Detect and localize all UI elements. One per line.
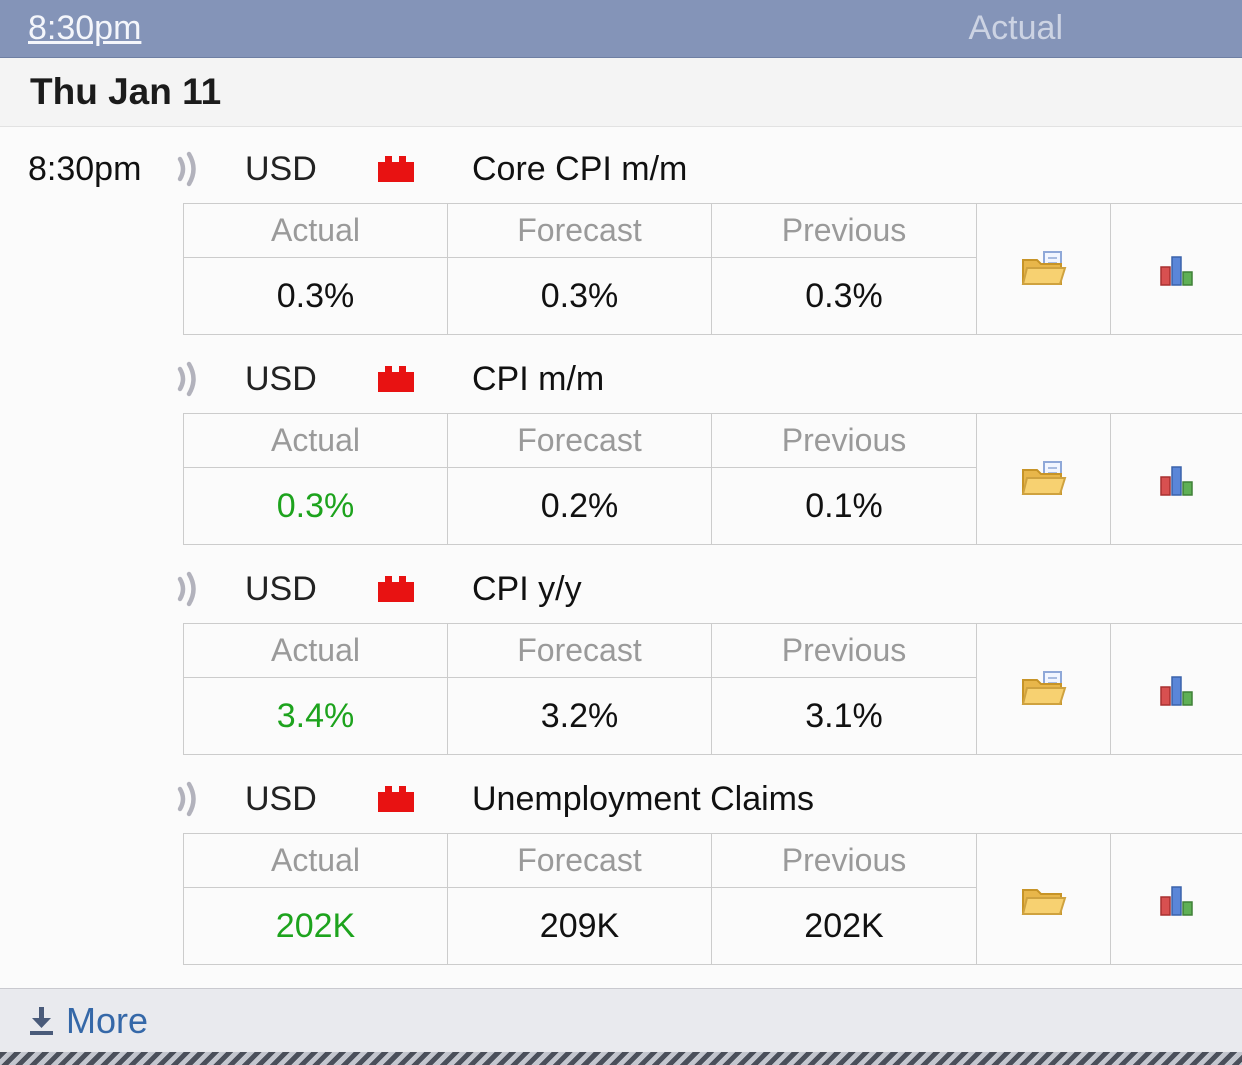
documents-button[interactable] (977, 414, 1111, 544)
column-header-previous: Previous (712, 624, 977, 678)
broadcast-icon (175, 569, 245, 609)
more-label: More (66, 999, 149, 1041)
event-row[interactable]: 8:30pm USD Core CPI m/m (0, 139, 1242, 199)
previous-value: 3.1% (712, 678, 977, 754)
previous-value: 202K (712, 888, 977, 964)
bar-chart-icon (1157, 881, 1197, 917)
column-header-previous: Previous (712, 834, 977, 888)
event-title: CPI y/y (472, 569, 582, 608)
chart-button[interactable] (1111, 624, 1242, 754)
event-row[interactable]: USD CPI y/y (0, 559, 1242, 619)
previous-value: 0.1% (712, 468, 977, 544)
column-header-forecast: Forecast (448, 834, 712, 888)
documents-button[interactable] (977, 834, 1111, 964)
event-block: 8:30pm USD Core CPI m/m Actual Forecast … (0, 139, 1242, 335)
column-header-actual: Actual (184, 204, 448, 258)
currency-label: USD (245, 569, 317, 608)
broadcast-icon (175, 779, 245, 819)
high-impact-icon (377, 785, 472, 813)
previous-value: 0.3% (712, 258, 977, 334)
high-impact-icon (377, 155, 472, 183)
folder-document-icon (1021, 670, 1067, 708)
folder-document-icon (1021, 460, 1067, 498)
event-title: CPI m/m (472, 359, 605, 398)
high-impact-icon (377, 365, 472, 393)
forecast-value: 3.2% (448, 678, 712, 754)
event-block: USD CPI y/y Actual Forecast Previous (0, 559, 1242, 755)
calendar-events: 8:30pm USD Core CPI m/m Actual Forecast … (0, 127, 1242, 988)
currency-label: USD (245, 149, 317, 188)
folder-document-icon (1021, 250, 1067, 288)
footer-bar: More (0, 988, 1242, 1052)
bar-chart-icon (1157, 251, 1197, 287)
column-header-forecast: Forecast (448, 414, 712, 468)
actual-value: 0.3% (184, 258, 448, 334)
time-link[interactable]: 8:30pm (28, 9, 142, 47)
event-title: Unemployment Claims (472, 779, 814, 818)
chart-button[interactable] (1111, 414, 1242, 544)
column-header-actual: Actual (184, 834, 448, 888)
event-title: Core CPI m/m (472, 149, 688, 188)
date-header: Thu Jan 11 (0, 58, 1242, 127)
column-header-previous: Previous (712, 414, 977, 468)
broadcast-icon (175, 149, 245, 189)
high-impact-icon (377, 575, 472, 603)
top-bar: 8:30pm Actual (0, 0, 1242, 58)
event-data-table: Actual Forecast Previous 202K 209K (183, 833, 1242, 965)
folder-icon (1021, 880, 1067, 918)
more-button[interactable]: More (26, 1000, 148, 1042)
actual-value: 3.4% (184, 678, 448, 754)
date-label: Thu Jan 11 (30, 71, 222, 112)
currency-label: USD (245, 779, 317, 818)
download-icon (26, 1006, 56, 1036)
forecast-value: 0.3% (448, 258, 712, 334)
broadcast-icon (175, 359, 245, 399)
documents-button[interactable] (977, 624, 1111, 754)
chart-button[interactable] (1111, 204, 1242, 334)
documents-button[interactable] (977, 204, 1111, 334)
event-block: USD CPI m/m Actual Forecast Previous (0, 349, 1242, 545)
event-row[interactable]: USD Unemployment Claims (0, 769, 1242, 829)
page-bottom-stripes (0, 1052, 1242, 1065)
bar-chart-icon (1157, 671, 1197, 707)
column-header-actual: Actual (184, 624, 448, 678)
currency-label: USD (245, 359, 317, 398)
event-time: 8:30pm (28, 149, 142, 188)
column-header-forecast: Forecast (448, 204, 712, 258)
actual-value: 202K (184, 888, 448, 964)
event-data-table: Actual Forecast Previous 0.3% 0.2% (183, 413, 1242, 545)
actual-value: 0.3% (184, 468, 448, 544)
actual-column-label: Actual (968, 9, 1064, 47)
event-data-table: Actual Forecast Previous 0.3% 0.3% (183, 203, 1242, 335)
chart-button[interactable] (1111, 834, 1242, 964)
event-data-table: Actual Forecast Previous 3.4% 3.2% (183, 623, 1242, 755)
event-row[interactable]: USD CPI m/m (0, 349, 1242, 409)
bar-chart-icon (1157, 461, 1197, 497)
column-header-forecast: Forecast (448, 624, 712, 678)
forecast-value: 0.2% (448, 468, 712, 544)
event-block: USD Unemployment Claims Actual Forecast … (0, 769, 1242, 965)
forecast-value: 209K (448, 888, 712, 964)
column-header-actual: Actual (184, 414, 448, 468)
column-header-previous: Previous (712, 204, 977, 258)
